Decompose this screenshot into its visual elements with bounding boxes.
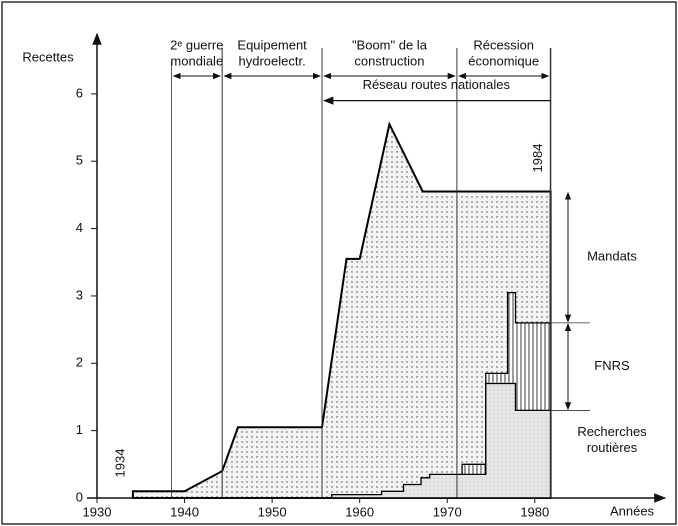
legend-label: routières xyxy=(587,440,638,455)
period-label: mondiale xyxy=(170,53,223,68)
y-tick-label: 4 xyxy=(76,220,83,235)
legend-label: FNRS xyxy=(594,358,630,373)
y-tick-label: 3 xyxy=(76,287,83,302)
period-label: économique xyxy=(468,53,539,68)
period-label: hydroelectr. xyxy=(239,53,306,68)
y-tick-label: 5 xyxy=(76,153,83,168)
y-axis-label: Recettes xyxy=(22,49,74,64)
x-tick-label: 1960 xyxy=(345,504,374,519)
x-tick-label: 1950 xyxy=(258,504,287,519)
x-tick-label: 1980 xyxy=(520,504,549,519)
legend-label: Recherches xyxy=(577,424,647,439)
year-annotation: 1934 xyxy=(112,449,127,478)
period-label: construction xyxy=(354,53,424,68)
legend-label: Mandats xyxy=(587,249,637,264)
year-annotation: 1984 xyxy=(530,144,545,173)
area xyxy=(331,382,552,499)
y-tick-label: 6 xyxy=(76,85,83,100)
x-tick-label: 1970 xyxy=(433,504,462,519)
period-label: 2ᵉ guerre xyxy=(170,37,223,52)
period-label: "Boom" de la xyxy=(352,37,428,52)
period-label: Equipement xyxy=(237,37,307,52)
y-tick-label: 0 xyxy=(76,489,83,504)
x-axis-label: Années xyxy=(610,503,655,518)
network-label: Réseau routes nationales xyxy=(363,77,511,92)
y-tick-label: 2 xyxy=(76,355,83,370)
x-tick-label: 1930 xyxy=(83,504,112,519)
x-tick-label: 1940 xyxy=(170,504,199,519)
period-label: Récession xyxy=(473,37,534,52)
y-tick-label: 1 xyxy=(76,422,83,437)
